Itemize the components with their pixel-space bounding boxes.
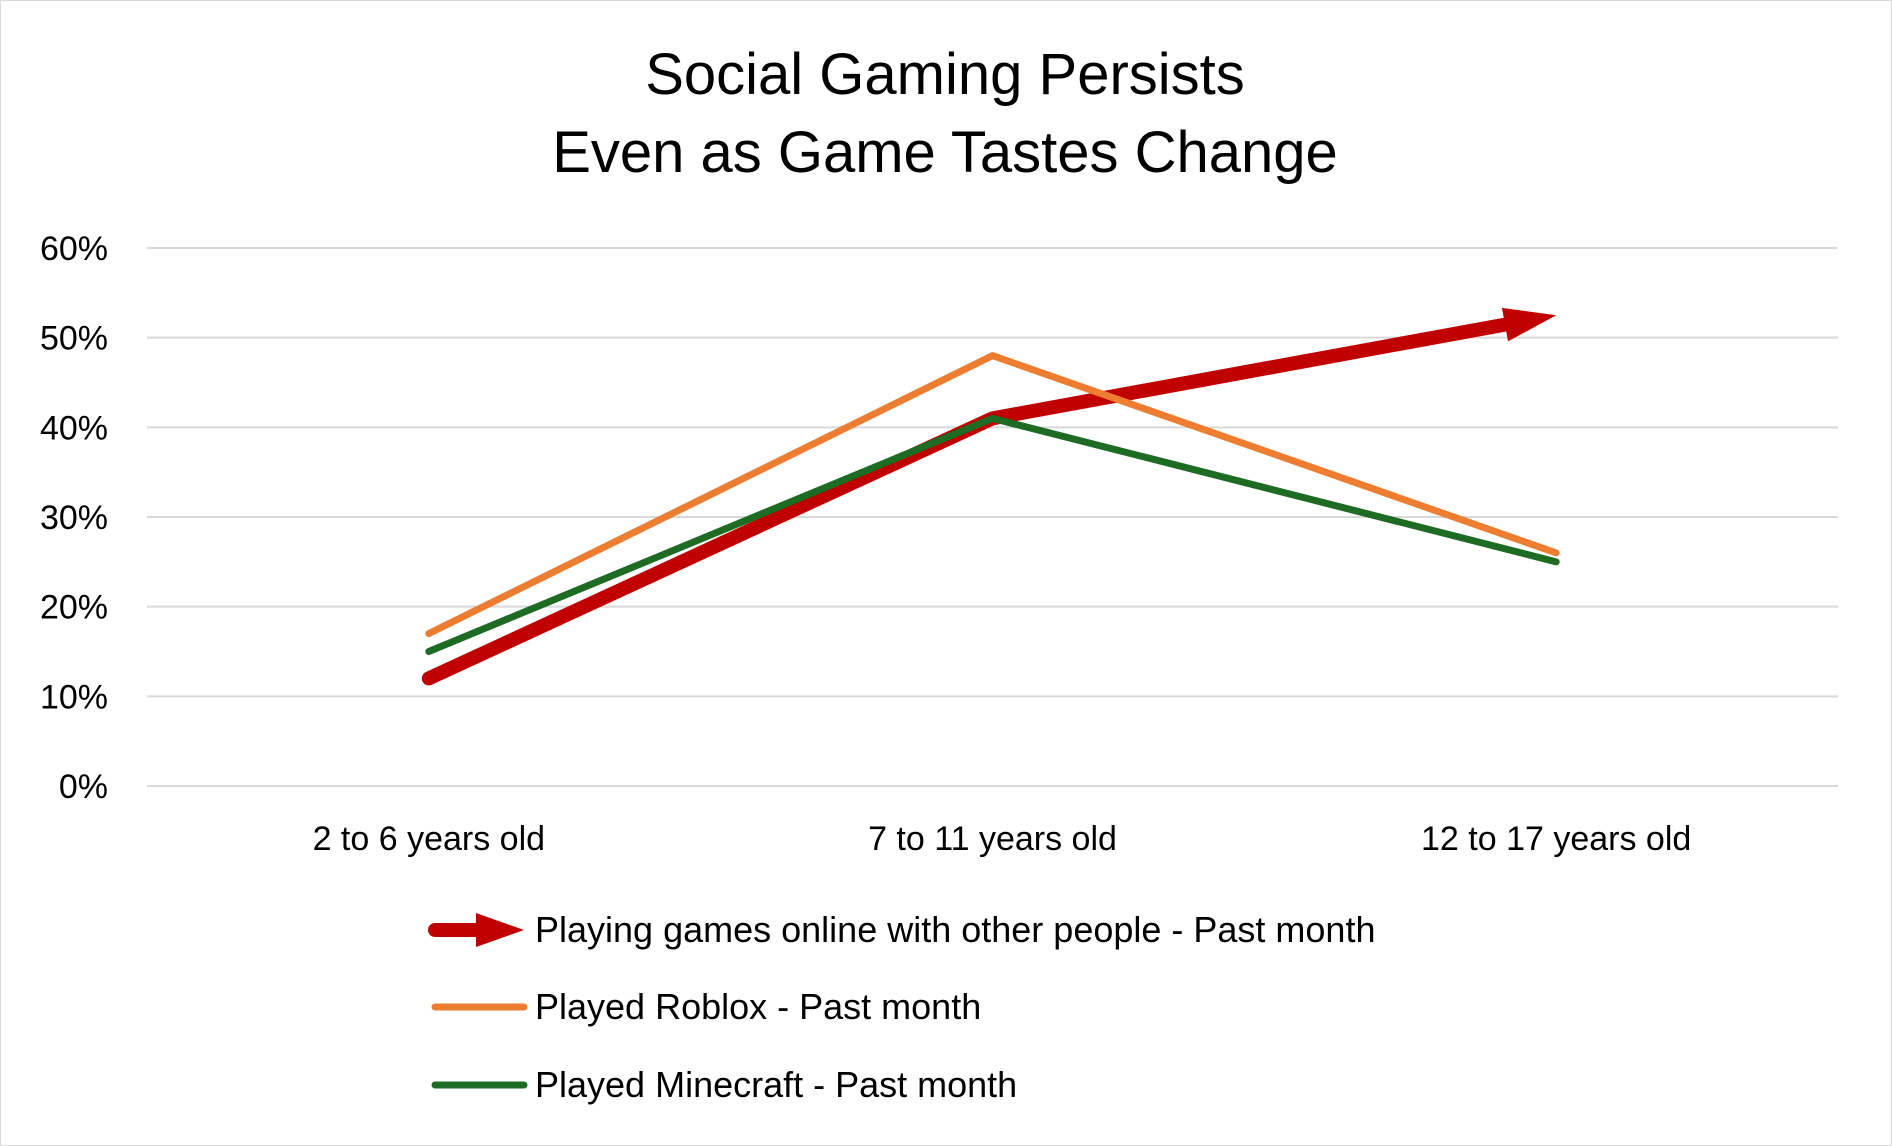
y-axis-ticks: 0% 10% 20% 30% 40% 50% 60% <box>40 230 108 806</box>
x-tick-label: 7 to 11 years old <box>868 820 1117 858</box>
y-tick-label: 30% <box>40 499 108 537</box>
legend-label: Playing games online with other people -… <box>535 909 1375 950</box>
series-line-minecraft <box>425 414 1560 655</box>
y-tick-label: 10% <box>40 678 108 716</box>
legend-item: Playing games online with other people -… <box>428 909 1375 950</box>
y-tick-label: 0% <box>59 768 108 806</box>
series-line-online-with-others <box>421 317 1513 686</box>
y-tick-label: 40% <box>40 409 108 447</box>
chart-title-line-1: Social Gaming Persists <box>645 42 1245 107</box>
x-axis-ticks: 2 to 6 years old 7 to 11 years old 12 to 1… <box>313 820 1692 858</box>
legend-label: Played Minecraft - Past month <box>535 1064 1017 1105</box>
legend-arrowhead <box>476 913 524 947</box>
series-arrowhead <box>1501 307 1557 342</box>
gridlines <box>147 247 1838 787</box>
chart-title-line-2: Even as Game Tastes Change <box>552 120 1338 185</box>
legend: Playing games online with other people -… <box>428 909 1375 1105</box>
x-tick-label: 2 to 6 years old <box>313 820 545 858</box>
y-tick-label: 50% <box>40 320 108 358</box>
series-lines <box>421 307 1560 686</box>
y-tick-label: 20% <box>40 589 108 627</box>
legend-label: Played Roblox - Past month <box>535 986 981 1027</box>
legend-item: Played Minecraft - Past month <box>431 1064 1017 1105</box>
legend-item: Played Roblox - Past month <box>431 986 981 1027</box>
series-line-roblox <box>425 352 1560 638</box>
y-tick-label: 60% <box>40 230 108 268</box>
x-tick-label: 12 to 17 years old <box>1421 820 1691 858</box>
